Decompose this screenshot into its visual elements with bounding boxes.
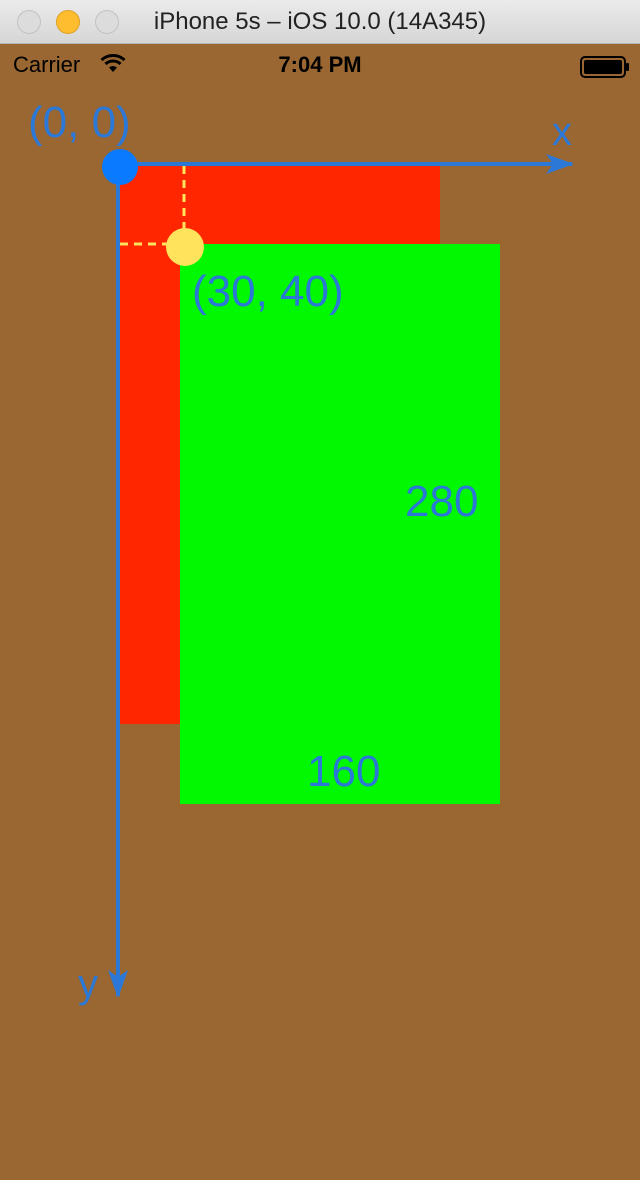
origin-label: (0, 0) — [28, 98, 131, 147]
app-view: (0, 0) x y (30, 40) 280 160 — [0, 84, 640, 1180]
zoom-window-button[interactable] — [95, 10, 119, 34]
coordinate-diagram — [102, 149, 574, 998]
wifi-icon — [100, 54, 126, 72]
width-label: 160 — [307, 747, 381, 796]
title-bar: iPhone 5s – iOS 10.0 (14A345) — [0, 0, 640, 44]
frame-origin-label: (30, 40) — [192, 267, 344, 316]
status-time: 7:04 PM — [278, 52, 362, 77]
close-window-button[interactable] — [17, 10, 41, 34]
battery-icon — [580, 56, 629, 78]
minimize-window-button[interactable] — [56, 10, 80, 34]
window-title: iPhone 5s – iOS 10.0 (14A345) — [153, 8, 487, 35]
green-view — [180, 244, 500, 804]
y-axis-label: y — [78, 962, 98, 1006]
x-axis-arrowhead — [546, 154, 574, 174]
y-axis-arrowhead — [108, 970, 128, 998]
height-label: 280 — [405, 477, 479, 526]
x-axis-label: x — [552, 110, 572, 154]
carrier-label: Carrier — [13, 52, 81, 77]
frame-origin-point — [166, 228, 204, 266]
ios-status-bar: Carrier 7:04 PM — [0, 44, 640, 84]
origin-point — [102, 149, 138, 185]
